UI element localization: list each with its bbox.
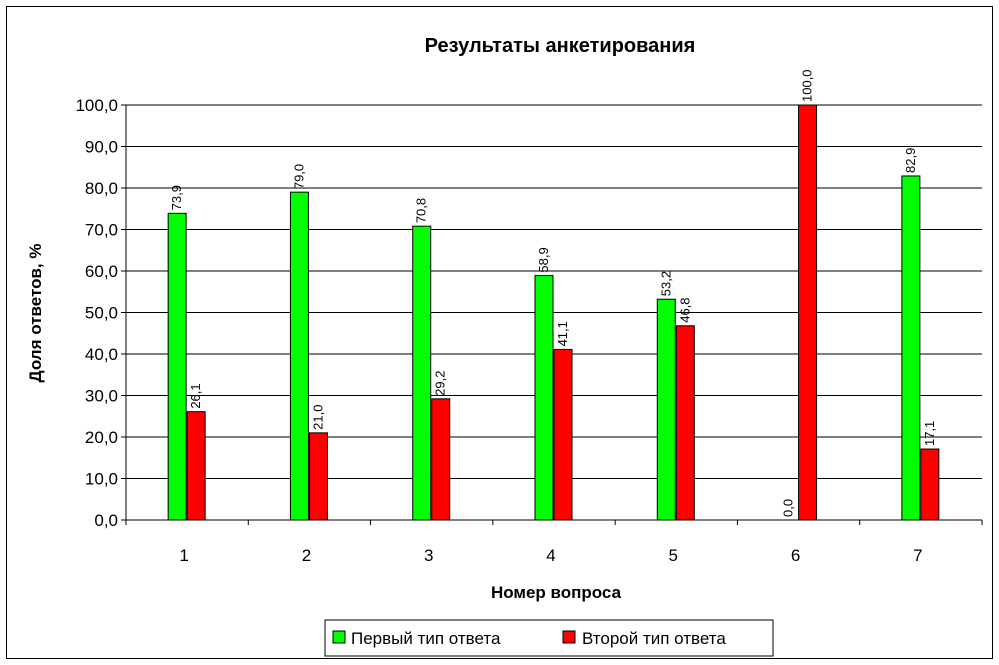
x-tick-label: 4 [546,546,555,565]
x-tick-label: 3 [424,546,433,565]
legend-label: Второй тип ответа [582,629,726,648]
y-axis-label: Доля ответов, % [26,244,45,383]
x-tick-label: 6 [791,546,800,565]
bar-first-q1 [167,212,187,521]
data-label: 70,8 [414,198,429,223]
bar-first-q4 [534,275,554,521]
data-label: 73,9 [169,185,184,210]
y-tick-label: 10,0 [85,470,118,489]
data-labels: 73,9 26,1 79,0 21,0 70,8 29,2 58,9 41,1 53,2 46,8… [169,69,937,517]
y-tick-label: 20,0 [85,428,118,447]
data-label: 0,0 [781,499,796,517]
y-tick-label: 0,0 [94,511,118,530]
data-label: 46,8 [677,297,692,322]
bar-second-q1 [186,411,206,521]
bar-second-q5 [675,325,695,521]
bar-second-q4 [553,348,573,521]
data-label: 79,0 [291,164,306,189]
legend-label: Первый тип ответа [351,629,501,648]
bar-second-q3 [431,398,451,521]
y-tick-label: 100,0 [75,96,118,115]
y-tick-label: 30,0 [85,387,118,406]
data-label: 41,1 [555,321,570,346]
y-tick-label: 80,0 [85,179,118,198]
bars [167,104,940,521]
bar-first-q3 [412,225,432,521]
x-tick-label: 7 [913,546,922,565]
bar-second-q7 [920,448,940,521]
bar-first-q2 [289,191,309,521]
bar-first-q7 [901,175,921,521]
data-label: 26,1 [188,383,203,408]
x-tick-label: 5 [669,546,678,565]
data-label: 82,9 [903,148,918,173]
bar-second-q6 [798,104,818,521]
data-label: 29,2 [433,371,448,396]
data-label: 53,2 [658,271,673,296]
bar-first-q5 [656,298,676,521]
data-label: 100,0 [800,69,815,102]
x-tick-label: 2 [302,546,311,565]
legend-swatch [562,630,576,644]
legend: Первый тип ответа Второй тип ответа [324,619,774,657]
chart-title: Результаты анкетирования [425,35,696,57]
x-ticks: 1 2 3 4 5 6 7 [125,520,983,565]
y-tick-label: 70,0 [85,221,118,240]
x-tick-label: 1 [179,546,188,565]
legend-box [324,619,774,657]
data-label: 17,1 [922,421,937,446]
bar-second-q2 [308,432,328,521]
y-tick-label: 40,0 [85,345,118,364]
data-label: 21,0 [310,405,325,430]
data-label: 58,9 [536,247,551,272]
legend-swatch [332,630,346,644]
y-tick-label: 60,0 [85,262,118,281]
y-tick-label: 90,0 [85,138,118,157]
x-axis-label: Номер вопроса [491,583,622,602]
y-tick-label: 50,0 [85,304,118,323]
y-ticks: 0,0 10,0 20,0 30,0 40,0 50,0 60,0 70,0 80,0 90,0 1… [75,96,126,530]
